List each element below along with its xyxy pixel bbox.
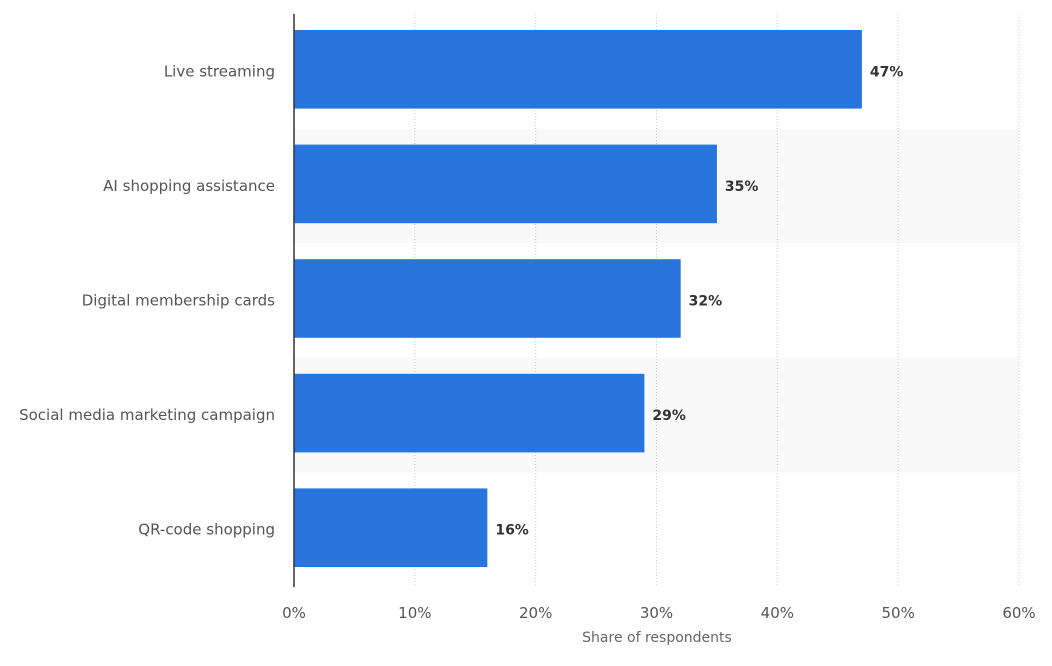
data-label: 29%	[652, 408, 686, 424]
x-tick-label: 20%	[519, 604, 552, 622]
data-label: 35%	[725, 179, 759, 195]
bar	[294, 373, 645, 453]
data-label: 32%	[689, 294, 723, 310]
x-tick-label: 30%	[640, 604, 673, 622]
x-tick-label: 40%	[761, 604, 794, 622]
data-label: 16%	[495, 523, 529, 539]
x-axis-title: Share of respondents	[582, 630, 732, 646]
data-label: 47%	[870, 64, 904, 80]
bar	[294, 30, 862, 109]
x-tick-label: 60%	[1002, 604, 1035, 622]
x-tick-label: 10%	[398, 604, 431, 622]
category-label: Digital membership cards	[82, 292, 275, 310]
category-label: QR-code shopping	[138, 521, 275, 539]
category-label: Live streaming	[164, 62, 275, 80]
x-tick-label: 50%	[881, 604, 914, 622]
category-label: Social media marketing campaign	[19, 406, 275, 424]
category-label: AI shopping assistance	[103, 177, 275, 195]
bar	[294, 144, 717, 224]
bar	[294, 259, 681, 338]
bar	[294, 488, 488, 567]
x-tick-label: 0%	[282, 604, 306, 622]
